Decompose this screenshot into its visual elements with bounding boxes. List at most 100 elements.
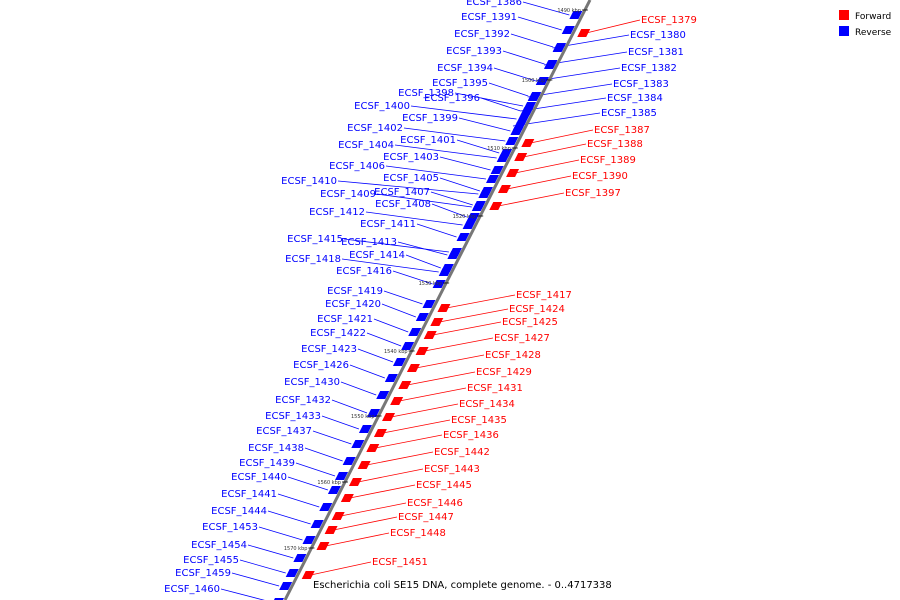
gene-label[interactable]: ECSF_1419 <box>327 286 383 297</box>
gene-block[interactable] <box>331 512 345 520</box>
gene-label[interactable]: ECSF_1397 <box>565 188 621 199</box>
gene-block[interactable] <box>302 536 316 544</box>
gene-block[interactable] <box>430 318 444 326</box>
gene-block[interactable] <box>497 185 511 193</box>
gene-label[interactable]: ECSF_1440 <box>231 472 287 483</box>
gene-label[interactable]: ECSF_1414 <box>349 250 405 261</box>
gene-block[interactable] <box>335 472 349 480</box>
gene-label[interactable]: ECSF_1385 <box>601 108 657 119</box>
gene-label[interactable]: ECSF_1394 <box>437 63 493 74</box>
gene-label[interactable]: ECSF_1439 <box>239 458 295 469</box>
gene-block[interactable] <box>569 11 583 19</box>
gene-block[interactable] <box>398 381 412 389</box>
gene-label[interactable]: ECSF_1392 <box>454 29 510 40</box>
gene-block[interactable] <box>505 137 519 145</box>
gene-block[interactable] <box>466 213 480 221</box>
gene-label[interactable]: ECSF_1408 <box>375 199 431 210</box>
gene-block[interactable] <box>462 221 476 229</box>
gene-block[interactable] <box>489 202 503 210</box>
gene-label[interactable]: ECSF_1407 <box>374 187 430 198</box>
gene-block[interactable] <box>478 190 492 198</box>
gene-block[interactable] <box>516 115 530 123</box>
gene-label[interactable]: ECSF_1454 <box>191 540 247 551</box>
gene-block[interactable] <box>561 26 575 34</box>
gene-label[interactable]: ECSF_1420 <box>325 299 381 310</box>
gene-block[interactable] <box>415 313 429 321</box>
gene-block[interactable] <box>438 268 452 276</box>
gene-label[interactable]: ECSF_1433 <box>265 411 321 422</box>
gene-block[interactable] <box>293 554 307 562</box>
gene-label[interactable]: ECSF_1436 <box>443 430 499 441</box>
gene-label[interactable]: ECSF_1388 <box>587 139 643 150</box>
gene-block[interactable] <box>358 425 372 433</box>
gene-label[interactable]: ECSF_1387 <box>594 125 650 136</box>
gene-label[interactable]: ECSF_1447 <box>398 512 454 523</box>
gene-block[interactable] <box>471 203 485 211</box>
gene-block[interactable] <box>521 139 535 147</box>
gene-block[interactable] <box>506 169 520 177</box>
gene-block[interactable] <box>340 494 354 502</box>
gene-block[interactable] <box>523 102 537 110</box>
gene-block[interactable] <box>456 233 470 241</box>
gene-block[interactable] <box>486 175 500 183</box>
gene-label[interactable]: ECSF_1415 <box>287 234 343 245</box>
gene-label[interactable]: ECSF_1460 <box>164 584 220 595</box>
gene-label[interactable]: ECSF_1425 <box>502 317 558 328</box>
gene-label[interactable]: ECSF_1390 <box>572 171 628 182</box>
gene-block[interactable] <box>310 520 324 528</box>
gene-block[interactable] <box>423 331 437 339</box>
gene-block[interactable] <box>432 280 446 288</box>
gene-block[interactable] <box>544 60 558 68</box>
gene-label[interactable]: ECSF_1430 <box>284 377 340 388</box>
gene-label[interactable]: ECSF_1428 <box>485 350 541 361</box>
gene-block[interactable] <box>279 582 293 590</box>
gene-label[interactable]: ECSF_1384 <box>607 93 663 104</box>
gene-label[interactable]: ECSF_1437 <box>256 426 312 437</box>
gene-label[interactable]: ECSF_1421 <box>317 314 373 325</box>
gene-block[interactable] <box>415 347 429 355</box>
gene-label[interactable]: ECSF_1459 <box>175 568 231 579</box>
gene-block[interactable] <box>324 526 338 534</box>
gene-label[interactable]: ECSF_1410 <box>281 176 337 187</box>
gene-label[interactable]: ECSF_1401 <box>400 135 456 146</box>
gene-block[interactable] <box>514 153 528 161</box>
gene-block[interactable] <box>382 413 396 421</box>
gene-label[interactable]: ECSF_1438 <box>248 443 304 454</box>
gene-label[interactable]: ECSF_1424 <box>509 304 565 315</box>
gene-label[interactable]: ECSF_1389 <box>580 155 636 166</box>
gene-block[interactable] <box>373 429 387 437</box>
gene-label[interactable]: ECSF_1445 <box>416 480 472 491</box>
gene-block[interactable] <box>553 43 567 51</box>
gene-block[interactable] <box>367 409 381 417</box>
gene-label[interactable]: ECSF_1441 <box>221 489 277 500</box>
gene-block[interactable] <box>490 166 504 174</box>
gene-label[interactable]: ECSF_1455 <box>183 555 239 566</box>
gene-label[interactable]: ECSF_1435 <box>451 415 507 426</box>
gene-label[interactable]: ECSF_1453 <box>202 522 258 533</box>
gene-block[interactable] <box>422 300 436 308</box>
gene-label[interactable]: ECSF_1451 <box>372 557 428 568</box>
gene-label[interactable]: ECSF_1391 <box>461 12 517 23</box>
gene-block[interactable] <box>285 569 299 577</box>
gene-block[interactable] <box>577 29 591 37</box>
gene-label[interactable]: ECSF_1395 <box>432 78 488 89</box>
gene-label[interactable]: ECSF_1444 <box>211 506 267 517</box>
gene-label[interactable]: ECSF_1383 <box>613 79 669 90</box>
gene-label[interactable]: ECSF_1404 <box>338 140 394 151</box>
gene-label[interactable]: ECSF_1399 <box>402 113 458 124</box>
gene-label[interactable]: ECSF_1427 <box>494 333 550 344</box>
gene-block[interactable] <box>408 328 422 336</box>
gene-label[interactable]: ECSF_1418 <box>285 254 341 265</box>
gene-block[interactable] <box>401 342 415 350</box>
gene-label[interactable]: ECSF_1400 <box>354 101 410 112</box>
gene-label[interactable]: ECSF_1422 <box>310 328 366 339</box>
gene-label[interactable]: ECSF_1412 <box>309 207 365 218</box>
gene-label[interactable]: ECSF_1417 <box>516 290 572 301</box>
gene-block[interactable] <box>384 374 398 382</box>
gene-block[interactable] <box>348 478 362 486</box>
gene-label[interactable]: ECSF_1411 <box>360 219 416 230</box>
gene-block[interactable] <box>376 391 390 399</box>
gene-label[interactable]: ECSF_1379 <box>641 15 697 26</box>
gene-block[interactable] <box>342 457 356 465</box>
gene-label[interactable]: ECSF_1431 <box>467 383 523 394</box>
